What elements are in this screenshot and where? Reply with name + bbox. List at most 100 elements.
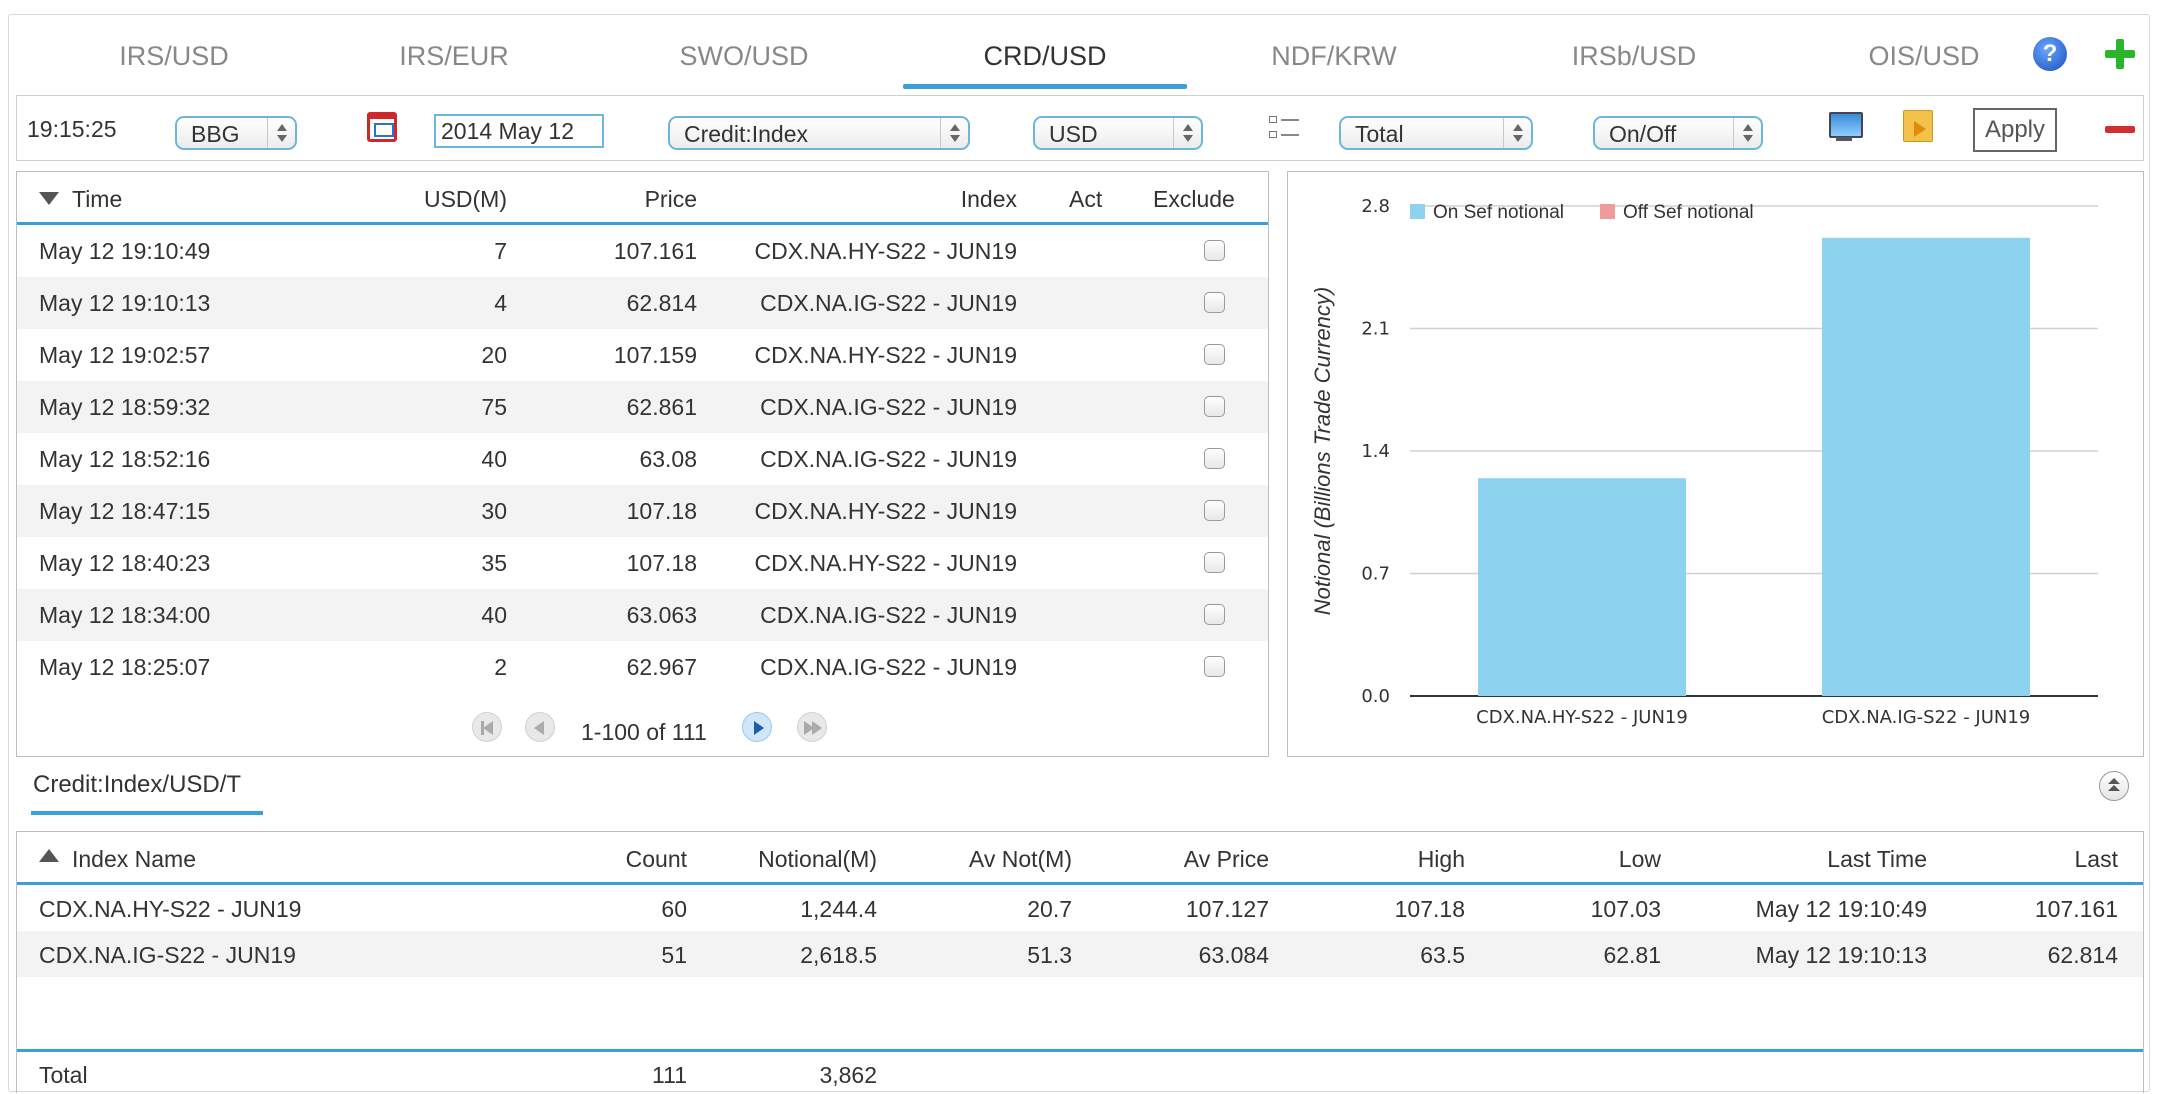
column-header-notional[interactable]: Notional(M) xyxy=(758,846,877,872)
exclude-checkbox[interactable] xyxy=(1204,656,1225,677)
column-header-index-name[interactable]: Index Name xyxy=(72,846,197,872)
exclude-checkbox[interactable] xyxy=(1204,292,1225,313)
apply-button[interactable]: Apply xyxy=(1973,108,2057,152)
trade-price: 107.18 xyxy=(626,550,697,576)
tab-irs-eur[interactable]: IRS/EUR xyxy=(399,41,509,71)
trade-usd: 40 xyxy=(481,602,507,628)
y-tick-label: 0.7 xyxy=(1361,564,1390,585)
exclude-checkbox[interactable] xyxy=(1204,500,1225,521)
y-tick-label: 0.0 xyxy=(1361,686,1390,707)
exclude-checkbox[interactable] xyxy=(1204,344,1225,365)
first-page-button[interactable] xyxy=(472,712,502,742)
trade-usd: 35 xyxy=(481,550,507,576)
y-tick-label: 2.8 xyxy=(1361,196,1390,217)
source-select[interactable]: BBG xyxy=(175,116,297,150)
column-header-av-price[interactable]: Av Price xyxy=(1183,846,1269,872)
asset-class-select[interactable]: Credit:Index xyxy=(668,116,970,150)
trade-usd: 2 xyxy=(494,654,507,680)
date-field[interactable] xyxy=(434,114,604,148)
tab-ois-usd[interactable]: OIS/USD xyxy=(1868,41,1980,71)
prev-page-button[interactable] xyxy=(525,712,555,742)
trade-price: 107.18 xyxy=(626,498,697,524)
table-row[interactable]: May 12 18:59:32 75 62.861 CDX.NA.IG-S22 … xyxy=(17,381,1268,433)
tab-swo-usd[interactable]: SWO/USD xyxy=(679,41,809,71)
sort-descending-icon[interactable] xyxy=(39,192,59,205)
tab-crd-usd[interactable]: CRD/USD xyxy=(903,41,1187,89)
sef-filter-select[interactable]: On/Off xyxy=(1593,116,1763,150)
column-header-usd[interactable]: USD(M) xyxy=(423,186,507,212)
column-list-icon[interactable] xyxy=(1269,114,1299,144)
index-av-price: 107.127 xyxy=(1185,896,1269,922)
fast-forward-icon xyxy=(804,721,814,735)
index-av-not: 20.7 xyxy=(1027,896,1072,922)
tab-ndf-krw[interactable]: NDF/KRW xyxy=(1271,41,1397,71)
exclude-checkbox[interactable] xyxy=(1204,396,1225,417)
table-row[interactable]: May 12 18:34:00 40 63.063 CDX.NA.IG-S22 … xyxy=(17,589,1268,641)
table-row[interactable]: CDX.NA.IG-S22 - JUN19 51 2,618.5 51.3 63… xyxy=(17,931,2143,977)
index-last-time: May 12 19:10:13 xyxy=(1755,942,1927,968)
bar-on-sef-notional xyxy=(1478,478,1686,696)
table-row[interactable]: May 12 19:10:49 7 107.161 CDX.NA.HY-S22 … xyxy=(17,225,1268,277)
column-header-low[interactable]: Low xyxy=(1618,846,1661,872)
trade-price: 62.814 xyxy=(626,290,697,316)
export-folder-icon[interactable] xyxy=(1903,110,1933,142)
exclude-checkbox[interactable] xyxy=(1204,448,1225,469)
sef-filter-select-value: On/Off xyxy=(1609,121,1677,147)
column-header-high[interactable]: High xyxy=(1417,846,1465,872)
index-av-price: 63.084 xyxy=(1198,942,1269,968)
column-header-price[interactable]: Price xyxy=(644,186,697,212)
exclude-checkbox[interactable] xyxy=(1204,552,1225,573)
summary-tab[interactable]: Credit:Index/USD/T xyxy=(33,771,242,798)
column-header-last-time[interactable]: Last Time xyxy=(1827,846,1927,872)
filter-toolbar: 19:15:25 BBG Credit:Index USD Total On/O… xyxy=(16,95,2144,161)
view-select[interactable]: Total xyxy=(1339,116,1533,150)
tab-irsb-usd[interactable]: IRSb/USD xyxy=(1571,41,1697,71)
chevron-updown-icon xyxy=(1503,118,1531,148)
table-row[interactable]: May 12 18:25:07 2 62.967 CDX.NA.IG-S22 -… xyxy=(17,641,1268,693)
trade-time: May 12 18:47:15 xyxy=(39,498,211,524)
column-header-index[interactable]: Index xyxy=(960,186,1017,212)
clock-display: 19:15:25 xyxy=(27,116,117,142)
remove-icon[interactable] xyxy=(2105,126,2135,133)
trade-index: CDX.NA.IG-S22 - JUN19 xyxy=(760,394,1017,420)
sort-ascending-icon[interactable] xyxy=(39,849,59,862)
page-info: 1-100 of 111 xyxy=(581,719,707,745)
currency-select[interactable]: USD xyxy=(1033,116,1203,150)
trade-usd: 7 xyxy=(494,238,507,264)
column-header-act[interactable]: Act xyxy=(1069,186,1103,212)
column-header-av-not[interactable]: Av Not(M) xyxy=(968,846,1072,872)
index-notional: 1,244.4 xyxy=(800,896,877,922)
table-row[interactable]: May 12 19:10:13 4 62.814 CDX.NA.IG-S22 -… xyxy=(17,277,1268,329)
trade-price: 62.967 xyxy=(626,654,697,680)
next-page-button[interactable] xyxy=(742,712,772,742)
index-notional: 2,618.5 xyxy=(800,942,877,968)
tab-irs-usd[interactable]: IRS/USD xyxy=(119,41,229,71)
column-header-time[interactable]: Time xyxy=(72,186,123,212)
table-row[interactable]: May 12 19:02:57 20 107.159 CDX.NA.HY-S22… xyxy=(17,329,1268,381)
help-icon[interactable]: ? xyxy=(2033,37,2067,71)
add-tab-icon[interactable] xyxy=(2103,37,2137,71)
collapse-icon[interactable] xyxy=(2099,771,2129,801)
table-row[interactable]: May 12 18:52:16 40 63.08 CDX.NA.IG-S22 -… xyxy=(17,433,1268,485)
index-low: 107.03 xyxy=(1590,896,1661,922)
trade-index: CDX.NA.HY-S22 - JUN19 xyxy=(754,498,1017,524)
column-header-last[interactable]: Last xyxy=(2074,846,2118,872)
column-header-exclude[interactable]: Exclude xyxy=(1153,186,1235,212)
index-low: 62.81 xyxy=(1603,942,1661,968)
chevron-updown-icon xyxy=(1173,118,1201,148)
exclude-checkbox[interactable] xyxy=(1204,604,1225,625)
table-row[interactable]: May 12 18:40:23 35 107.18 CDX.NA.HY-S22 … xyxy=(17,537,1268,589)
trade-index: CDX.NA.HY-S22 - JUN19 xyxy=(754,550,1017,576)
y-tick-label: 2.1 xyxy=(1361,319,1390,340)
total-row: Total 111 3,862 xyxy=(17,1052,2143,1092)
index-high: 107.18 xyxy=(1394,896,1465,922)
calendar-icon[interactable] xyxy=(367,112,397,142)
trade-time: May 12 19:02:57 xyxy=(39,342,211,368)
table-row[interactable]: CDX.NA.HY-S22 - JUN19 60 1,244.4 20.7 10… xyxy=(17,885,2143,931)
table-row[interactable]: May 12 18:47:15 30 107.18 CDX.NA.HY-S22 … xyxy=(17,485,1268,537)
trade-usd: 30 xyxy=(481,498,507,524)
last-page-button[interactable] xyxy=(797,712,827,742)
monitor-icon[interactable] xyxy=(1827,110,1863,144)
column-header-count[interactable]: Count xyxy=(625,846,687,872)
exclude-checkbox[interactable] xyxy=(1204,240,1225,261)
